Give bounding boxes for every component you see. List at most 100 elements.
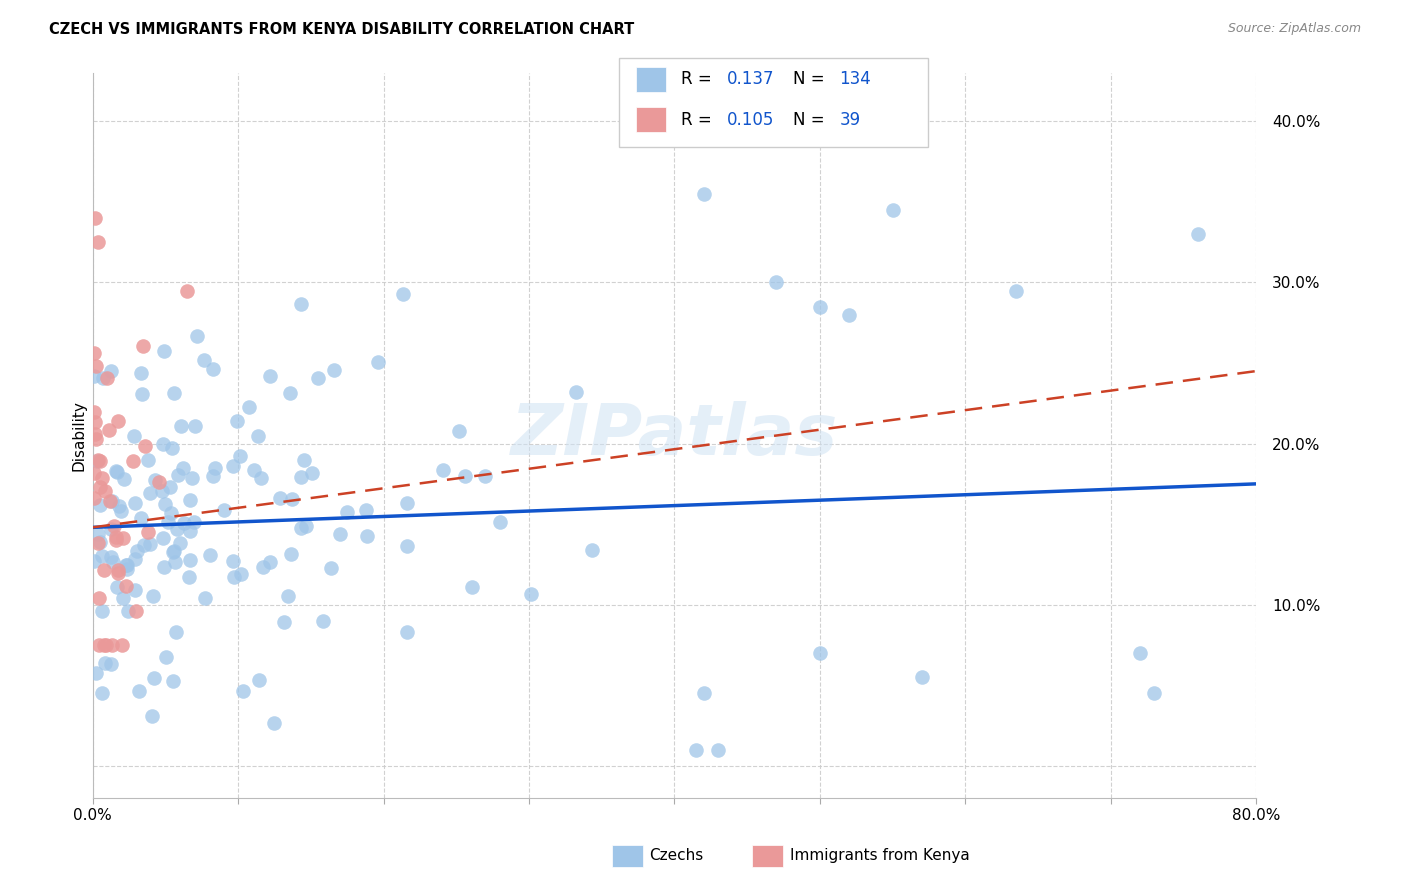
Text: 134: 134 [839, 70, 872, 88]
Point [565, 384, 588, 399]
Point [90, 471, 112, 485]
Point [90, 549, 112, 564]
Text: CZECH VS IMMIGRANTS FROM KENYA DISABILITY CORRELATION CHART: CZECH VS IMMIGRANTS FROM KENYA DISABILIT… [49, 22, 634, 37]
Point [150, 483, 173, 498]
Point [111, 638, 134, 652]
Point [172, 461, 194, 475]
Point [117, 604, 139, 618]
Point [131, 387, 153, 401]
Point [246, 428, 269, 442]
Point [356, 529, 378, 543]
Point [395, 540, 418, 554]
Point [93, 563, 115, 577]
Point [139, 485, 162, 500]
Point [229, 449, 252, 463]
Point [263, 715, 285, 730]
Point [281, 492, 304, 507]
Point [87, 453, 110, 467]
Point [1143, 686, 1166, 700]
Point [84, 211, 107, 225]
Point [277, 589, 299, 603]
Point [128, 683, 150, 698]
Point [259, 555, 281, 569]
Point [112, 532, 135, 546]
Point [354, 503, 377, 517]
Point [145, 473, 167, 487]
Point [93, 638, 115, 652]
Text: Immigrants from Kenya: Immigrants from Kenya [790, 848, 970, 863]
Point [179, 492, 201, 507]
Point [166, 522, 188, 536]
Point [367, 355, 389, 369]
Point [808, 300, 831, 314]
Point [115, 558, 138, 572]
Point [222, 570, 245, 584]
Point [193, 352, 215, 367]
Point [125, 604, 148, 618]
Point [170, 418, 193, 433]
Point [87, 235, 110, 249]
Point [194, 591, 217, 606]
Y-axis label: Disability: Disability [72, 401, 86, 471]
Point [160, 441, 183, 455]
Point [155, 650, 177, 665]
Point [98, 494, 121, 508]
Point [134, 439, 156, 453]
Point [122, 429, 145, 443]
Point [692, 686, 714, 700]
Point [1005, 284, 1028, 298]
Point [238, 400, 260, 414]
Point [181, 471, 204, 485]
Point [329, 526, 352, 541]
Point [520, 587, 543, 601]
Point [160, 506, 183, 520]
Text: N =: N = [793, 70, 830, 88]
Point [87, 591, 110, 605]
Point [124, 583, 146, 598]
Point [169, 536, 191, 550]
Point [105, 580, 128, 594]
Point [250, 470, 273, 484]
Point [103, 555, 125, 569]
Point [280, 547, 302, 561]
Point [83, 426, 105, 441]
Point [252, 559, 274, 574]
Text: Czechs: Czechs [650, 848, 704, 863]
Point [83, 369, 105, 384]
Point [395, 496, 418, 510]
Point [124, 496, 146, 510]
Point [259, 369, 281, 384]
Point [198, 549, 221, 563]
Point [322, 363, 344, 377]
Point [136, 453, 159, 467]
Point [83, 491, 105, 506]
Point [89, 498, 111, 512]
Point [83, 405, 105, 419]
Text: N =: N = [793, 111, 830, 128]
Point [107, 499, 129, 513]
Point [101, 494, 124, 508]
Point [142, 589, 165, 603]
Text: R =: R = [681, 70, 717, 88]
Point [110, 504, 132, 518]
Point [94, 638, 117, 652]
Point [432, 462, 454, 476]
Point [136, 524, 159, 539]
Point [165, 555, 187, 569]
Point [461, 581, 484, 595]
Point [100, 550, 122, 565]
Point [115, 562, 138, 576]
Point [105, 466, 128, 480]
Point [163, 543, 186, 558]
Point [84, 665, 107, 680]
Point [165, 625, 187, 640]
Point [153, 343, 176, 358]
Point [91, 604, 114, 618]
Point [115, 579, 138, 593]
Text: R =: R = [681, 111, 717, 128]
Point [176, 284, 198, 298]
Point [396, 624, 419, 639]
Point [155, 497, 177, 511]
Point [232, 684, 254, 698]
Point [231, 567, 253, 582]
